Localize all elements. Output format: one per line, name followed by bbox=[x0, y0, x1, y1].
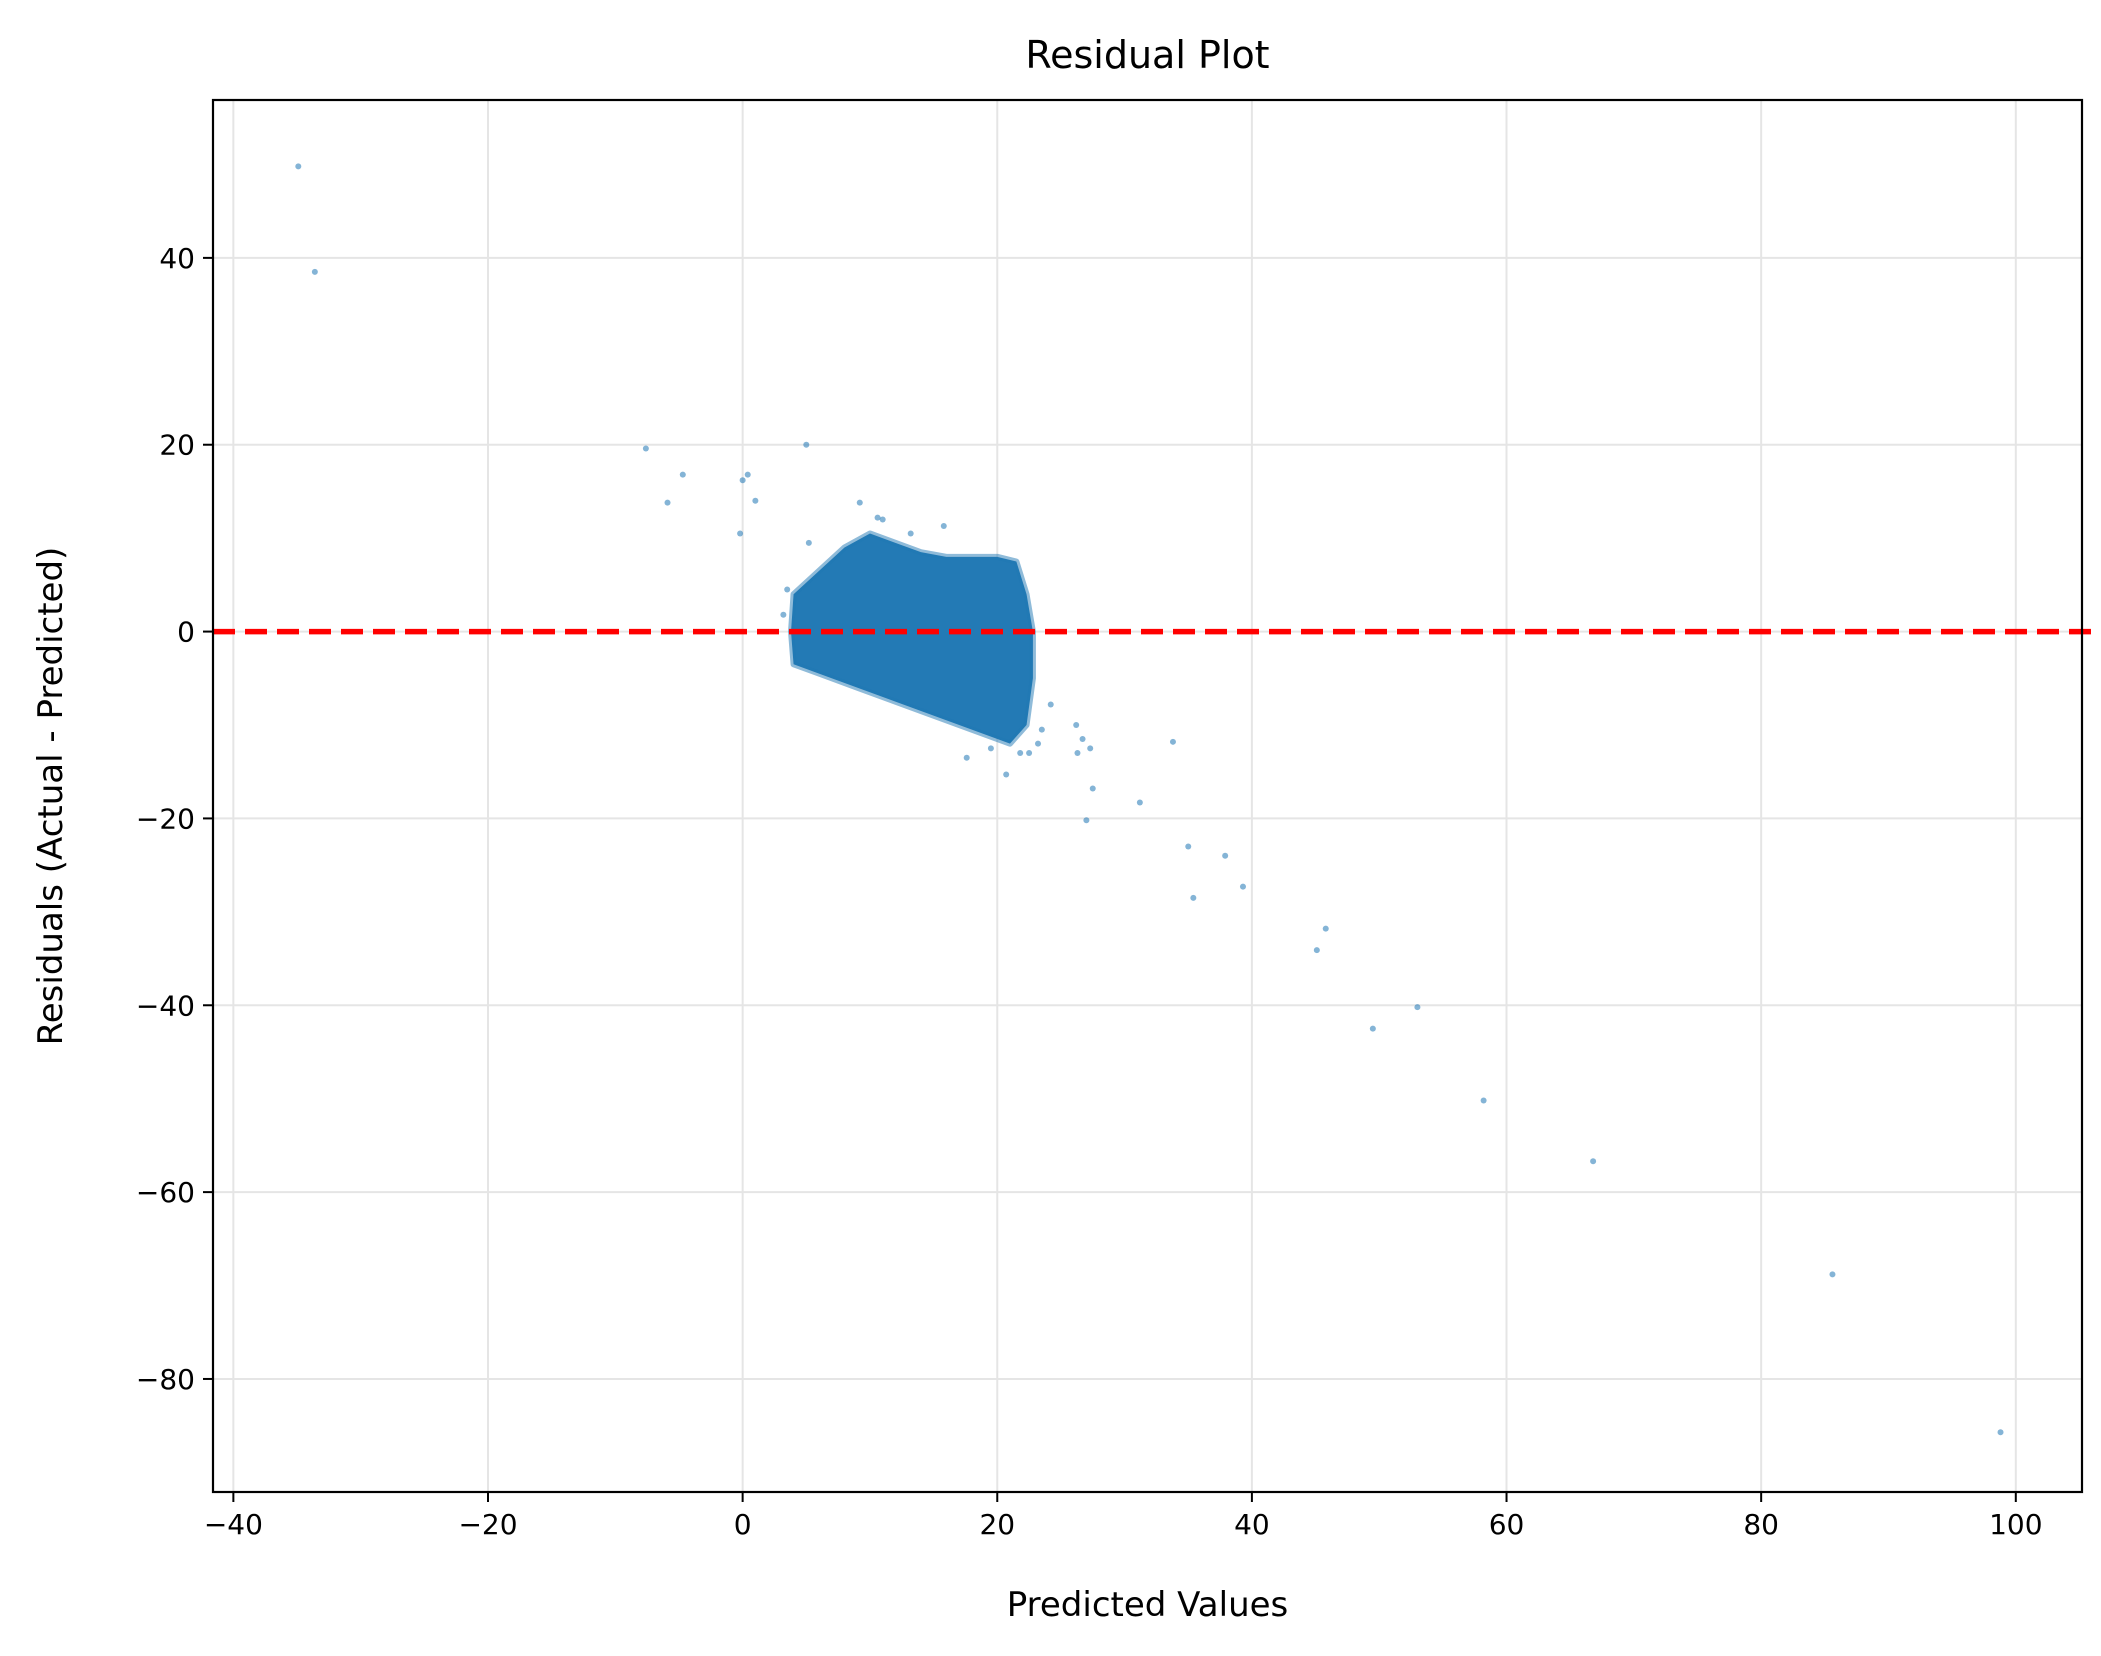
scatter-point bbox=[1480, 1097, 1487, 1104]
scatter-point bbox=[1083, 817, 1090, 824]
scatter-point bbox=[1169, 738, 1176, 745]
y-axis-ticks: −80 −60 −40 −20 0 20 40 bbox=[136, 242, 213, 1396]
scatter-point bbox=[803, 441, 810, 448]
scatter-point bbox=[752, 497, 759, 504]
scatter-point bbox=[1047, 701, 1054, 708]
scatter-point bbox=[1026, 750, 1033, 757]
scatter-point bbox=[1003, 771, 1010, 778]
scatter-point bbox=[744, 471, 751, 478]
scatter-point bbox=[1190, 894, 1197, 901]
scatter-point bbox=[1035, 740, 1042, 747]
scatter-point bbox=[1322, 925, 1329, 932]
y-tick-label: 40 bbox=[159, 242, 195, 275]
x-tick-label: 60 bbox=[1489, 1508, 1525, 1541]
scatter-point bbox=[1136, 799, 1143, 806]
x-tick-label: 100 bbox=[1989, 1508, 2042, 1541]
scatter-point bbox=[784, 586, 791, 593]
scatter-point bbox=[1222, 852, 1229, 859]
scatter-point bbox=[1313, 947, 1320, 954]
y-tick-label: 20 bbox=[159, 429, 195, 462]
axes-frame bbox=[211, 98, 2084, 1494]
x-axis-title: Predicted Values bbox=[1007, 1585, 1289, 1625]
scatter-point bbox=[1087, 745, 1094, 752]
y-tick-label: −20 bbox=[136, 802, 195, 835]
scatter-point bbox=[1017, 750, 1024, 757]
y-tick-label: −80 bbox=[136, 1363, 195, 1396]
scatter-point bbox=[805, 539, 812, 546]
scatter-point bbox=[1089, 785, 1096, 792]
scatter-point bbox=[664, 499, 671, 506]
chart-title: Residual Plot bbox=[1025, 33, 1269, 77]
x-tick-label: 0 bbox=[734, 1508, 752, 1541]
x-tick-label: 80 bbox=[1743, 1508, 1779, 1541]
x-tick-label: 20 bbox=[979, 1508, 1015, 1541]
y-tick-label: 0 bbox=[177, 616, 195, 649]
scatter-point bbox=[737, 530, 744, 537]
scatter-point bbox=[1414, 1004, 1421, 1011]
scatter-point bbox=[780, 611, 787, 618]
scatter-point bbox=[874, 514, 881, 521]
scatter-point bbox=[1239, 883, 1246, 890]
y-tick-label: −60 bbox=[136, 1176, 195, 1209]
scatter-point bbox=[940, 523, 947, 530]
scatter-point bbox=[856, 499, 863, 506]
scatter-point bbox=[1185, 843, 1192, 850]
y-axis-title: Residuals (Actual - Predicted) bbox=[31, 547, 71, 1046]
scatter-point bbox=[1079, 736, 1086, 743]
y-tick-label: −40 bbox=[136, 989, 195, 1022]
scatter-point bbox=[1369, 1025, 1376, 1032]
scatter-point bbox=[311, 268, 318, 275]
scatter-point bbox=[907, 530, 914, 537]
scatter-point bbox=[1073, 721, 1080, 728]
scatter-point bbox=[1997, 1429, 2004, 1436]
scatter-point bbox=[1590, 1158, 1597, 1165]
scatter-point bbox=[879, 516, 886, 523]
scatter-point bbox=[963, 754, 970, 761]
scatter-point bbox=[1829, 1271, 1836, 1278]
scatter-point bbox=[679, 471, 686, 478]
scatter-point bbox=[987, 745, 994, 752]
x-tick-label: −20 bbox=[458, 1508, 517, 1541]
scatter-point bbox=[1074, 750, 1081, 757]
x-tick-label: −40 bbox=[204, 1508, 263, 1541]
scatter-point bbox=[642, 445, 649, 452]
x-tick-label: 40 bbox=[1234, 1508, 1270, 1541]
x-axis-ticks: −40 −20 0 20 40 60 80 100 bbox=[204, 1492, 2043, 1541]
scatter-point bbox=[295, 163, 302, 170]
scatter-point bbox=[1038, 726, 1045, 733]
scatter-point bbox=[739, 477, 746, 484]
